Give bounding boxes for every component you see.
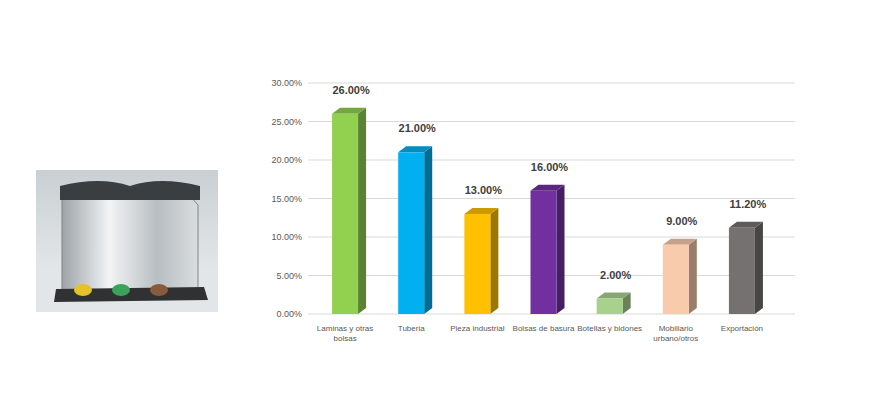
bar-top [464,208,498,214]
bin-pedal [150,284,168,296]
y-tick-label: 30.00% [271,78,302,88]
data-label: 26.00% [332,84,370,96]
bin-pedal [74,284,92,296]
bar-side [689,239,697,314]
x-tick-label: Bolsas de basura [513,324,575,333]
bar [531,191,557,314]
label-line: Botellas y bidones [577,324,642,333]
y-tick-label: 15.00% [271,194,302,204]
label-line: Mobiliario [659,324,694,333]
bar [729,228,755,314]
bar-top [531,185,565,191]
label-line: Bolsas de basura [513,324,575,333]
label-line: Laminas y otras [317,324,373,333]
bar-side [424,146,432,314]
y-tick-label: 10.00% [271,232,302,242]
data-label: 2.00% [600,269,631,281]
label-line: Exportación [721,324,763,333]
bars [332,108,763,314]
bar-side [557,185,565,314]
bar-top [332,108,366,114]
bin-pedal [112,284,130,296]
grid-line [308,121,795,122]
bar [663,245,689,314]
x-tick-label: Botellas y bidones [577,324,642,333]
y-tick-label: 20.00% [271,155,302,165]
x-tick-label: Tuberia [398,324,425,333]
bar [332,114,358,314]
grid-line [308,83,795,84]
chart-canvas: 0.00% 5.00% 10.00% 15.00% 20.00% 25.00% 30.00%… [0,0,875,403]
data-label: 11.20% [730,198,767,210]
bar-top [663,239,697,245]
data-label: 21.00% [399,122,437,134]
bin-lid [60,181,200,200]
label-line: urbano/otros [653,334,698,343]
label-line: Pieza industrial [450,324,504,333]
label-line: bolsas [334,334,357,343]
bar-side [490,208,498,314]
data-label: 13.00% [465,184,503,196]
bar [464,214,490,314]
picture-background [36,170,218,312]
y-tick-label: 5.00% [276,271,302,281]
bar-top [729,222,763,228]
x-tick-label: Exportación [721,324,763,333]
y-tick-label: 0.00% [276,309,302,319]
bar-top [597,293,631,299]
bar [398,152,424,314]
bar-side [755,222,763,314]
bar-top [398,146,432,152]
bin-body [62,196,198,292]
label-line: Tuberia [398,324,425,333]
bar-side [358,108,366,314]
bin-picture [36,170,218,312]
y-tick-label: 25.00% [271,117,302,127]
data-label: 16.00% [531,161,569,173]
bar [597,299,623,314]
x-tick-label: Pieza industrial [450,324,504,333]
data-label: 9.00% [666,215,697,227]
x-tick-label: Laminas y otrasbolsas [317,324,373,343]
x-tick-label: Mobiliariourbano/otros [653,324,698,343]
